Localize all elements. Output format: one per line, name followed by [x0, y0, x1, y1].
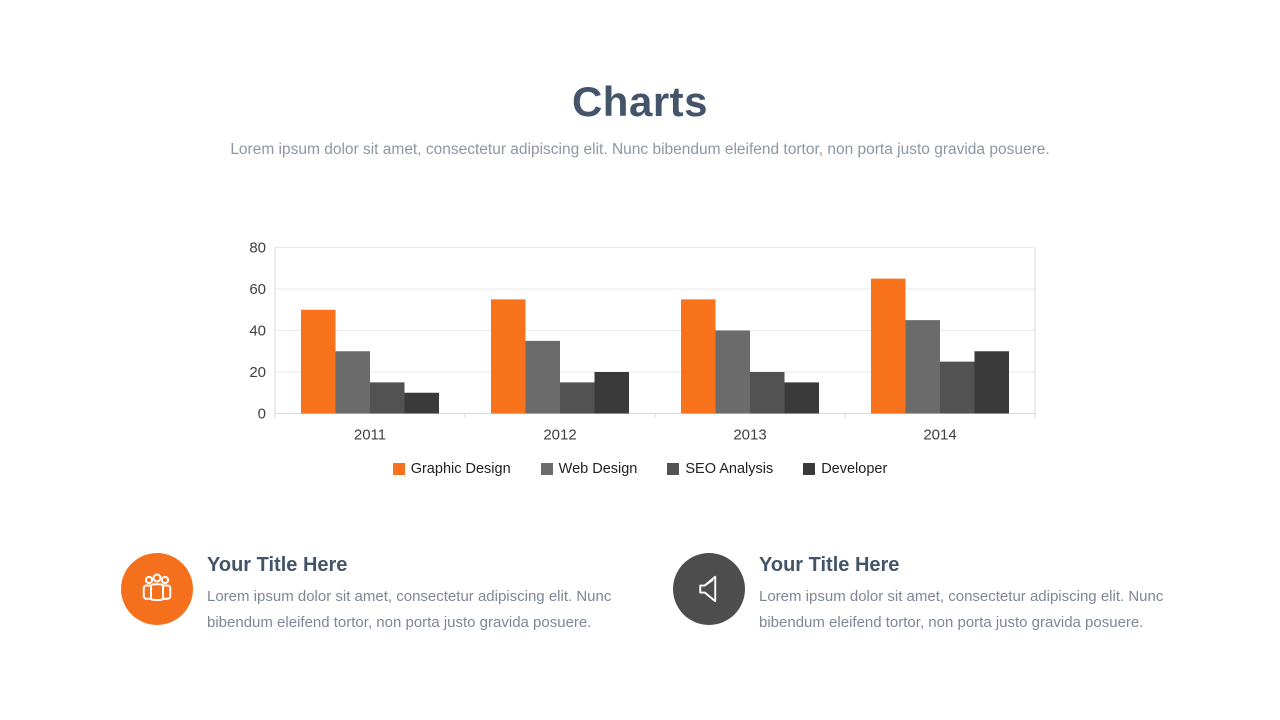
chart-legend: Graphic Design Web Design SEO Analysis Deve… [240, 461, 1040, 477]
people-group-icon [142, 573, 172, 602]
footer-title: Your Title Here [207, 554, 348, 576]
slide-subtitle: Lorem ipsum dolor sit amet, consectetur … [230, 141, 1050, 158]
y-tick-label: 80 [249, 240, 266, 257]
bar-seo-analysis [750, 372, 785, 414]
x-axis-label: 2011 [354, 427, 386, 444]
bar-graphic-design [681, 299, 716, 414]
bar-graphic-design [871, 278, 906, 414]
legend-item: Developer [803, 461, 887, 477]
y-tick-label: 60 [249, 281, 266, 298]
x-axis-label: 2013 [733, 427, 766, 444]
y-tick-label: 0 [258, 406, 266, 423]
legend-item: Graphic Design [392, 461, 511, 477]
bar-seo-analysis [940, 361, 975, 414]
x-axis-label: 2014 [923, 427, 956, 444]
x-axis-label: 2012 [543, 427, 576, 444]
legend-swatch-icon [392, 463, 405, 475]
bar-web-design [525, 340, 560, 414]
bar-seo-analysis [370, 382, 405, 414]
bar-graphic-design [491, 299, 526, 414]
legend-item: Web Design [540, 461, 638, 477]
legend-label: Developer [821, 461, 888, 477]
bar-web-design [335, 351, 370, 414]
legend-label: SEO Analysis [685, 461, 774, 477]
bar-chart: 0 20 40 60 80 2011 2012 2013 2014 [240, 235, 1040, 450]
bar-seo-analysis [560, 382, 595, 414]
bar-developer [404, 392, 439, 414]
page-title: Charts [571, 78, 709, 125]
footer-title: Your Title Here [759, 554, 900, 576]
legend-label: Web Design [558, 461, 638, 477]
footer-body-text: Lorem ipsum dolor sit amet, consectetur … [759, 588, 1164, 631]
bar-developer [594, 372, 629, 414]
legend-swatch-icon [540, 463, 553, 475]
legend-label: Graphic Design [410, 461, 511, 477]
people-group-icon-circle [121, 553, 193, 625]
bar-developer [784, 382, 819, 414]
legend-swatch-icon [803, 463, 816, 475]
bar-web-design [905, 320, 940, 414]
y-tick-label: 20 [249, 364, 266, 381]
bar-graphic-design [301, 309, 336, 414]
speaker-icon-circle [673, 553, 745, 625]
footer-body-text: Lorem ipsum dolor sit amet, consectetur … [207, 588, 612, 631]
speaker-icon [699, 575, 717, 603]
legend-item: SEO Analysis [667, 461, 773, 477]
bar-developer [974, 351, 1009, 414]
y-tick-label: 40 [249, 323, 266, 340]
bar-chart-canvas: 0 20 40 60 80 2011 2012 2013 2014 [249, 240, 1036, 444]
legend-swatch-icon [667, 463, 680, 475]
bar-web-design [715, 330, 750, 414]
